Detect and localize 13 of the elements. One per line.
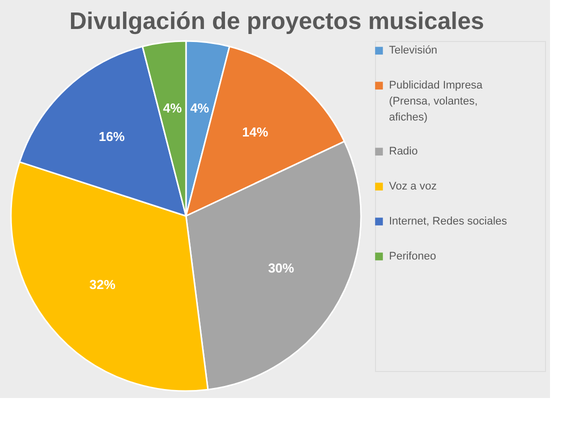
data-label: 4% bbox=[190, 100, 210, 116]
legend-label: Perifoneo bbox=[389, 250, 436, 262]
legend-label: Televisión bbox=[389, 44, 438, 57]
legend-label: Publicidad Impresa (Prensa, volantes, afiches) bbox=[389, 80, 484, 124]
legend-label: Internet, Redes sociales bbox=[389, 216, 508, 228]
data-label: 32% bbox=[89, 277, 116, 292]
legend-label: Voz a voz bbox=[389, 180, 437, 193]
data-label: 4% bbox=[163, 100, 182, 116]
legend-label: Radio bbox=[389, 146, 418, 158]
chart-title: Divulgación de proyectos musicales bbox=[69, 8, 484, 35]
data-label: 14% bbox=[242, 124, 269, 140]
data-label: 30% bbox=[268, 260, 295, 276]
data-label: 16% bbox=[98, 128, 126, 144]
